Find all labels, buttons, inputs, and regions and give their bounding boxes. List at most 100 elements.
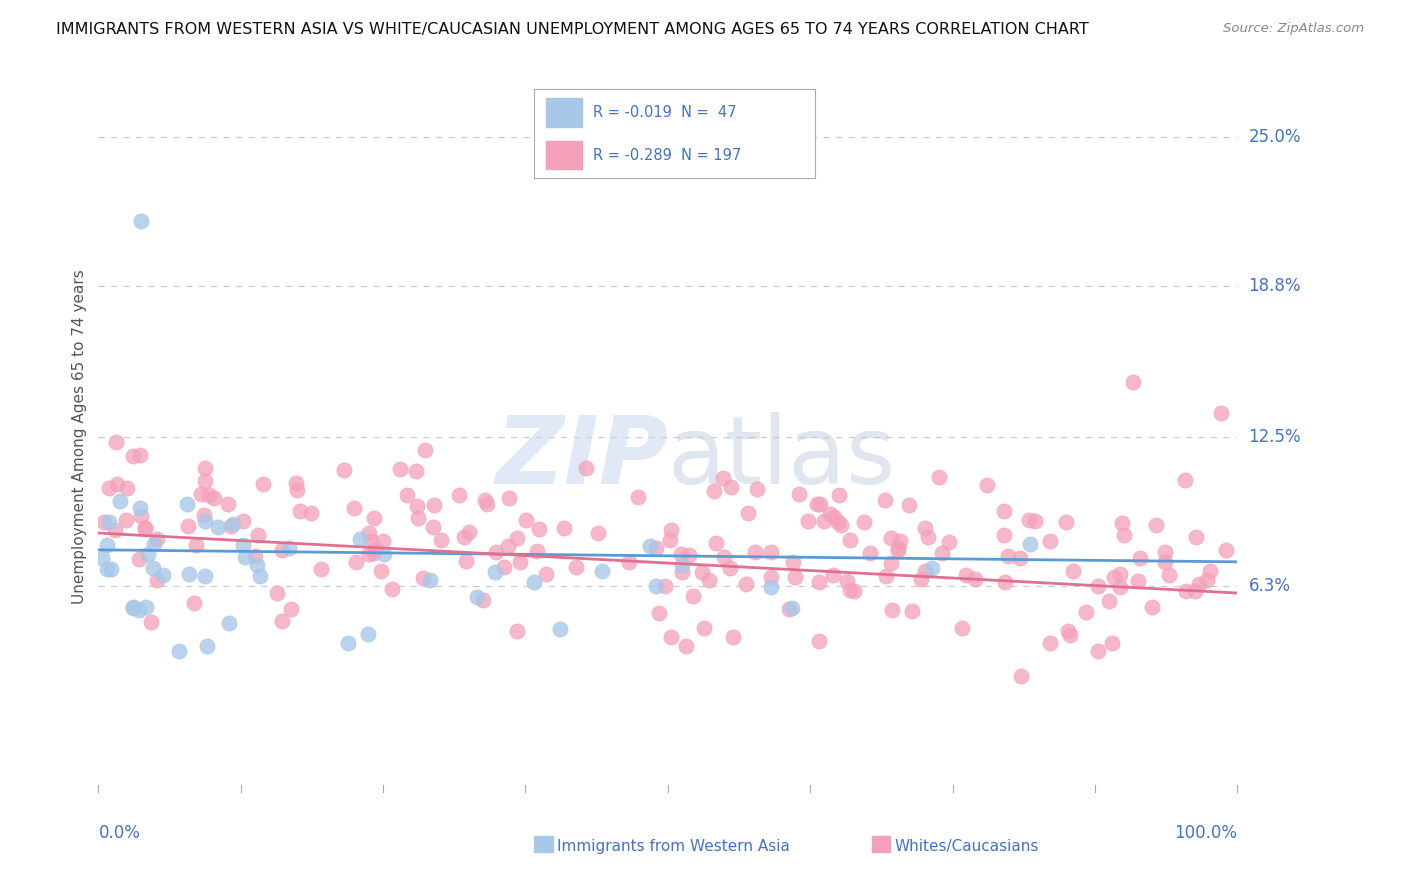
Point xyxy=(827,516,849,530)
Text: Immigrants from Western Asia: Immigrants from Western Asia xyxy=(557,839,790,854)
Point xyxy=(121,601,143,615)
Point xyxy=(1215,543,1237,558)
Point xyxy=(827,487,849,501)
Point xyxy=(97,515,120,529)
Point xyxy=(506,624,529,638)
Point xyxy=(1198,564,1220,578)
Bar xyxy=(872,836,890,852)
Point xyxy=(1112,528,1135,542)
Point xyxy=(198,488,221,502)
Point xyxy=(1039,636,1062,650)
Point xyxy=(193,508,215,523)
Point xyxy=(880,556,903,570)
Point xyxy=(1074,605,1097,619)
Point xyxy=(453,530,475,544)
Point xyxy=(914,521,936,535)
Point xyxy=(782,555,804,569)
Point xyxy=(357,525,380,540)
Text: ZIP: ZIP xyxy=(495,412,668,504)
Text: Source: ZipAtlas.com: Source: ZipAtlas.com xyxy=(1223,22,1364,36)
Point xyxy=(1054,515,1077,529)
Point xyxy=(994,575,1017,590)
Point xyxy=(783,570,806,584)
Point xyxy=(484,565,506,579)
Point xyxy=(128,603,150,617)
Point xyxy=(395,488,418,502)
Point xyxy=(232,538,254,552)
Point xyxy=(458,524,481,539)
Point xyxy=(343,500,366,515)
Point xyxy=(671,565,693,579)
Y-axis label: Unemployment Among Ages 65 to 74 years: Unemployment Among Ages 65 to 74 years xyxy=(72,269,87,605)
Point xyxy=(1153,555,1175,569)
Point xyxy=(880,531,903,545)
Point xyxy=(122,449,145,463)
Point xyxy=(875,492,897,507)
Point xyxy=(280,602,302,616)
Point xyxy=(270,614,292,628)
Point xyxy=(1019,537,1042,551)
Point xyxy=(588,526,610,541)
Point xyxy=(249,568,271,582)
Point xyxy=(100,562,122,576)
Point xyxy=(252,476,274,491)
Point xyxy=(931,546,953,560)
Point xyxy=(1195,573,1218,587)
Bar xyxy=(546,98,582,127)
Point xyxy=(142,561,165,575)
Point xyxy=(965,572,987,586)
Point xyxy=(134,521,156,535)
Point xyxy=(360,533,382,548)
Point xyxy=(889,534,911,549)
Text: R = -0.019  N =  47: R = -0.019 N = 47 xyxy=(593,105,737,120)
Point xyxy=(299,506,322,520)
Point xyxy=(627,491,650,505)
Point xyxy=(121,599,143,614)
Point xyxy=(370,564,392,578)
Point xyxy=(887,542,910,557)
Point xyxy=(117,481,139,495)
Point xyxy=(194,461,217,475)
Point xyxy=(285,483,308,498)
Point xyxy=(761,570,783,584)
Point xyxy=(389,462,412,476)
Point xyxy=(1122,375,1144,389)
Point xyxy=(806,497,828,511)
Point xyxy=(373,547,395,561)
Point xyxy=(713,550,735,565)
Point xyxy=(219,518,242,533)
Point xyxy=(659,631,682,645)
Point xyxy=(928,469,950,483)
Point xyxy=(993,504,1015,518)
Point xyxy=(288,504,311,518)
Point xyxy=(1010,668,1032,682)
Point xyxy=(910,572,932,586)
Text: IMMIGRANTS FROM WESTERN ASIA VS WHITE/CAUCASIAN UNEMPLOYMENT AMONG AGES 65 TO 74: IMMIGRANTS FROM WESTERN ASIA VS WHITE/CA… xyxy=(56,22,1090,37)
Point xyxy=(1154,545,1177,559)
Point xyxy=(243,549,266,564)
Point xyxy=(496,539,519,553)
Point xyxy=(842,584,865,599)
Point xyxy=(105,434,128,449)
Point xyxy=(797,514,820,528)
Point xyxy=(1087,579,1109,593)
Point xyxy=(309,562,332,576)
Point xyxy=(129,501,152,516)
Point xyxy=(167,644,190,658)
Point xyxy=(859,546,882,560)
Point xyxy=(706,536,728,550)
Point xyxy=(195,639,218,653)
Point xyxy=(1144,517,1167,532)
Point xyxy=(423,498,446,512)
Text: R = -0.289  N = 197: R = -0.289 N = 197 xyxy=(593,148,741,162)
Point xyxy=(129,214,152,228)
Point xyxy=(711,470,734,484)
Point xyxy=(659,523,682,537)
Point xyxy=(1018,513,1040,527)
Point xyxy=(823,510,845,524)
Point xyxy=(553,521,575,535)
Point xyxy=(430,533,453,547)
Point xyxy=(1128,574,1150,588)
Point xyxy=(950,622,973,636)
Point xyxy=(678,549,700,563)
